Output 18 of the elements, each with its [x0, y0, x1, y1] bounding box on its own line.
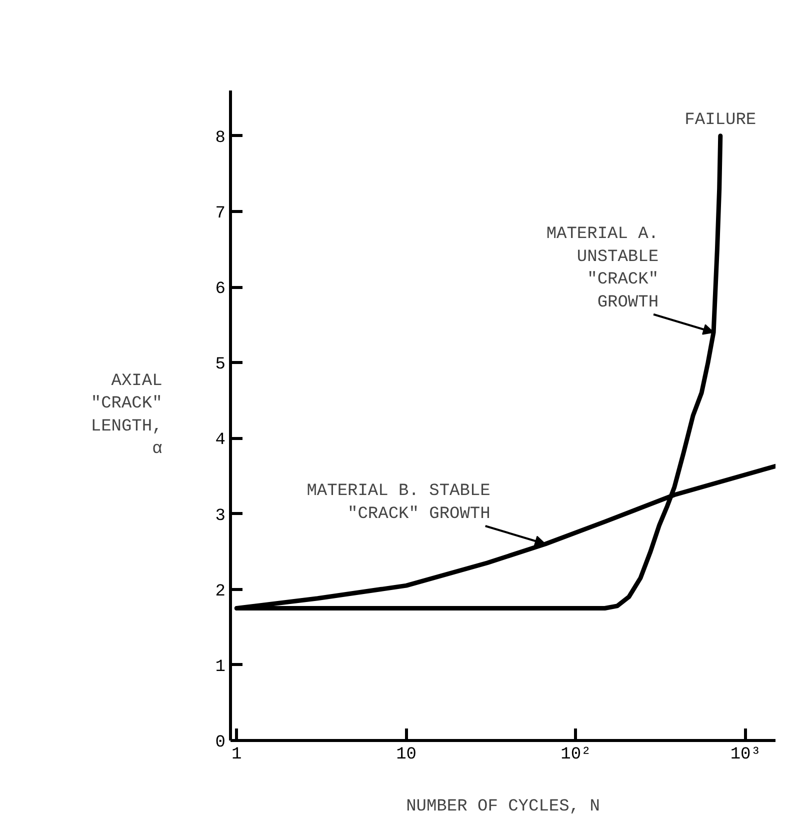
y-tick-label: 3: [215, 506, 226, 526]
x-tick-label: 10³: [730, 746, 761, 764]
x-axis-title: NUMBER OF CYCLES, N: [406, 798, 600, 816]
annotation: FAILURE: [684, 110, 756, 130]
y-tick-label: 6: [215, 280, 226, 300]
x-tick-label: 10²: [560, 746, 592, 764]
x-tick-label: 1: [232, 746, 242, 764]
annotation: MATERIAL A. UNSTABLE "CRACK" GROWTH: [546, 224, 659, 312]
y-tick-label: 7: [215, 204, 226, 224]
x-tick-label: 10: [396, 746, 417, 764]
y-tick-label: 1: [215, 658, 226, 677]
y-axis-title: AXIAL "CRACK" LENGTH, α: [90, 372, 162, 460]
y-tick-label: 0: [215, 734, 226, 752]
annotation: MATERIAL B. STABLE "CRACK" GROWTH: [306, 482, 490, 524]
y-tick-label: 5: [215, 356, 226, 375]
y-tick-label: 4: [215, 431, 226, 450]
y-tick-label: 8: [215, 128, 226, 148]
y-tick-label: 2: [215, 582, 226, 602]
